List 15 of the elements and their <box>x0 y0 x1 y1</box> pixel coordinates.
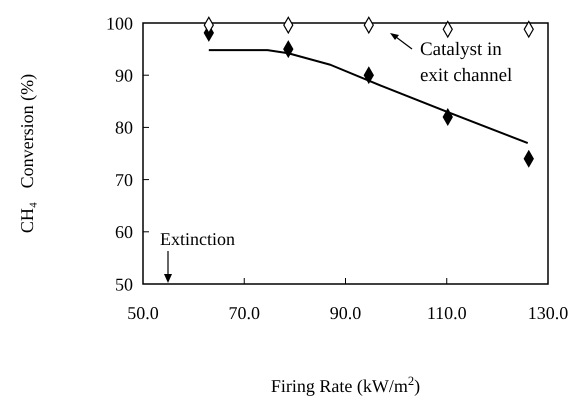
annotation: Extinction <box>160 229 235 249</box>
x-axis-title: Firing Rate (kW/m$^{2}$) <box>270 374 420 396</box>
x-tick-label: 130.0 <box>528 303 568 323</box>
x-tick-label: 110.0 <box>426 303 467 323</box>
x-tick-label: 70.0 <box>228 303 260 323</box>
annotation: Catalyst in exit channel <box>420 39 512 86</box>
y-tick-label: 100 <box>106 13 133 34</box>
y-axis-title: CH₄ Conversion (%) <box>17 74 37 234</box>
y-tick-label: 70 <box>115 170 133 190</box>
y-tick-label: 60 <box>115 222 133 242</box>
y-tick-label: 50 <box>115 274 133 294</box>
y-tick-label: 90 <box>115 66 133 86</box>
y-tick-label: 80 <box>115 118 133 138</box>
x-tick-label: 90.0 <box>330 303 362 323</box>
x-tick-label: 50.0 <box>127 303 159 323</box>
